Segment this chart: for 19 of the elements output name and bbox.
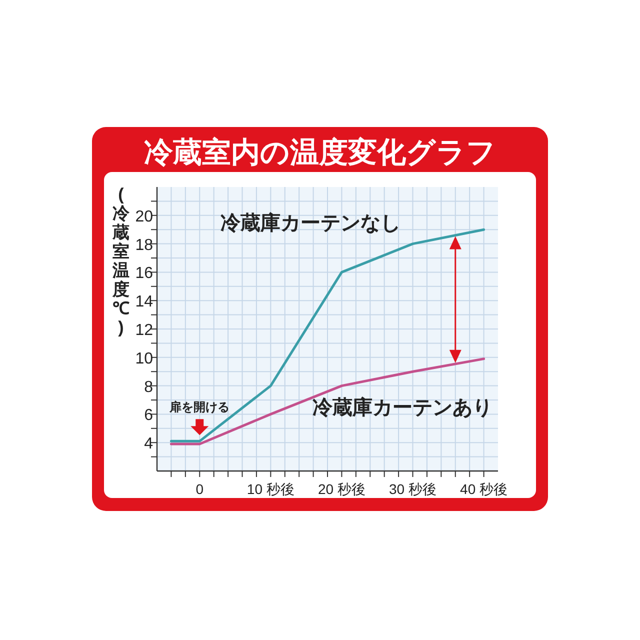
y-tick-label: 6: [144, 407, 154, 424]
y-tick-label: 20: [135, 208, 154, 226]
y-tick-label: 8: [144, 378, 154, 396]
series-label: 冷蔵庫カーテンなし: [220, 212, 400, 235]
x-tick-label: 30 秒後: [389, 481, 436, 497]
x-tick-label: 20 秒後: [318, 481, 366, 497]
x-tick-label: 0: [196, 481, 204, 497]
chart-title: 冷蔵室内の温度変化グラフ: [144, 136, 496, 169]
x-tick-label: 40 秒後: [460, 481, 508, 497]
y-tick-label: 4: [144, 436, 154, 453]
y-tick-label: 18: [135, 236, 154, 254]
y-tick-label: 14: [135, 294, 154, 311]
annotation: 扉を開ける: [168, 400, 230, 414]
series-label: 冷蔵庫カーテンあり: [312, 396, 493, 420]
y-tick-label: 16: [135, 265, 154, 282]
y-tick-label: 12: [135, 322, 154, 339]
y-axis-title: (冷蔵室温度℃): [112, 185, 130, 337]
y-tick-label: 10: [135, 350, 154, 368]
x-tick-label: 10 秒後: [246, 481, 294, 497]
